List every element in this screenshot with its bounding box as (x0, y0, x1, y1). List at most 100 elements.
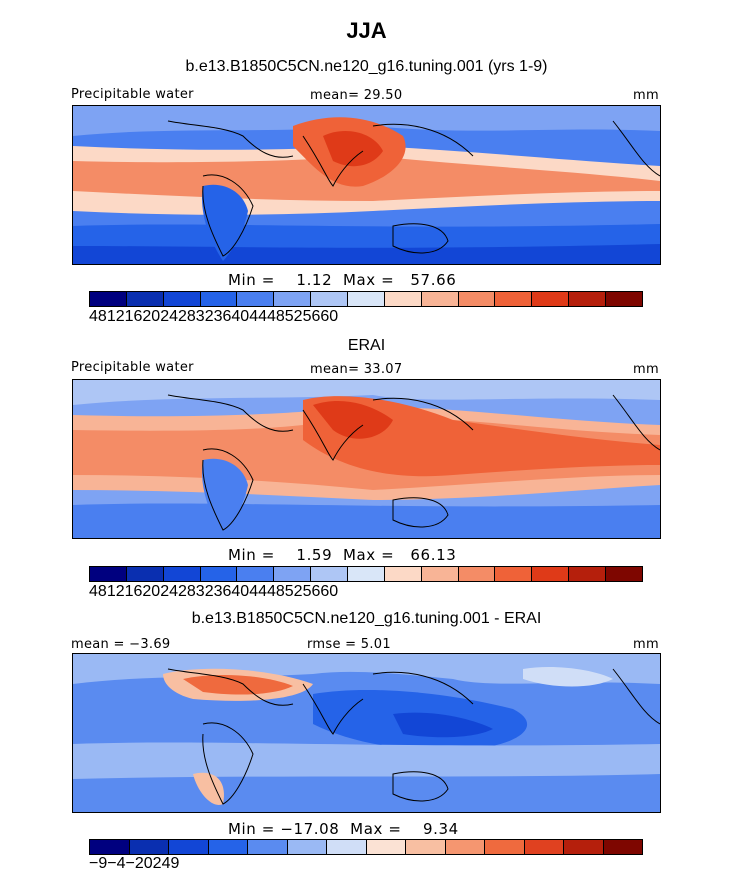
panel-2-colorbar-ticks: 4812162024283236404448525660 (89, 583, 641, 603)
colorbar-swatch (348, 292, 385, 306)
colorbar-swatch (200, 292, 238, 306)
colorbar-tick-label: 20 (142, 308, 161, 325)
colorbar-tick-label: 0 (143, 855, 153, 872)
colorbar-swatch (445, 840, 485, 854)
panel-3-rmse-label: rmse = 5.01 (307, 637, 391, 652)
panel-3-mean-label: mean = −3.69 (71, 637, 171, 652)
colorbar-swatch (274, 567, 312, 581)
colorbar-swatch (569, 567, 607, 581)
colorbar-swatch (311, 567, 349, 581)
colorbar-swatch (495, 567, 533, 581)
colorbar-tick-label: 60 (320, 308, 339, 325)
colorbar-swatch (169, 840, 209, 854)
colorbar-swatch (384, 292, 422, 306)
colorbar-swatch (163, 567, 201, 581)
colorbar-tick-label: −9 (89, 855, 108, 872)
panel-2-minmax: Min = 1.59 Max = 66.13 (228, 546, 457, 564)
colorbar-tick-label: 9 (170, 855, 180, 872)
colorbar-swatch (126, 567, 164, 581)
panel-1-colorbar-ticks: 4812162024283236404448525660 (89, 308, 641, 328)
colorbar-tick-label: 24 (160, 583, 178, 600)
colorbar-swatch (348, 567, 385, 581)
colorbar-swatch (366, 840, 406, 854)
colorbar-tick-label: 36 (213, 583, 232, 600)
colorbar-swatch (458, 567, 496, 581)
panel-2-colorbar (89, 566, 643, 582)
colorbar-swatch (606, 567, 642, 581)
colorbar-tick-label: −2 (125, 855, 144, 872)
colorbar-swatch (90, 567, 127, 581)
panel-1-colorbar (89, 291, 643, 307)
colorbar-swatch (406, 840, 446, 854)
colorbar-swatch (248, 840, 288, 854)
colorbar-tick-label: 32 (195, 583, 214, 600)
colorbar-tick-label: 20 (142, 583, 161, 600)
colorbar-swatch (532, 292, 570, 306)
colorbar-tick-label: 4 (89, 583, 98, 600)
colorbar-tick-label: 52 (284, 583, 303, 600)
colorbar-swatch (384, 567, 422, 581)
colorbar-tick-label: 44 (249, 308, 267, 325)
colorbar-swatch (327, 840, 367, 854)
colorbar-tick-label: 48 (266, 308, 285, 325)
figure-title: JJA (346, 18, 387, 43)
colorbar-swatch (126, 292, 164, 306)
colorbar-tick-label: 4 (161, 855, 171, 872)
colorbar-tick-label: 8 (97, 308, 107, 325)
panel-2-map (72, 379, 661, 539)
panel-2-variable-label: Precipitable water (71, 360, 194, 375)
colorbar-swatch (311, 292, 349, 306)
colorbar-swatch (495, 292, 533, 306)
panel-2-heading: ERAI (347, 337, 386, 354)
panel-1-minmax: Min = 1.12 Max = 57.66 (228, 271, 457, 289)
colorbar-swatch (564, 840, 604, 854)
colorbar-tick-label: 52 (284, 308, 303, 325)
colorbar-tick-label: 40 (231, 308, 250, 325)
panel-3-units-label: mm (633, 637, 659, 652)
colorbar-tick-label: 24 (160, 308, 178, 325)
colorbar-tick-label: 44 (249, 583, 267, 600)
colorbar-tick-label: 56 (302, 583, 321, 600)
colorbar-swatch (603, 840, 642, 854)
panel-1-map (72, 105, 661, 265)
colorbar-tick-label: 16 (124, 308, 143, 325)
colorbar-swatch (237, 292, 275, 306)
colorbar-tick-label: 40 (231, 583, 250, 600)
colorbar-tick-label: 48 (266, 583, 285, 600)
colorbar-tick-label: 12 (106, 583, 125, 600)
colorbar-tick-label: 2 (152, 855, 162, 872)
colorbar-swatch (524, 840, 564, 854)
colorbar-tick-label: 4 (89, 308, 98, 325)
colorbar-swatch (606, 292, 642, 306)
panel-3-minmax: Min = −17.08 Max = 9.34 (228, 820, 459, 838)
panel-1-heading: b.e13.B1850C5CN.ne120_g16.tuning.001 (yr… (185, 58, 548, 75)
colorbar-swatch (421, 567, 459, 581)
panel-1-variable-label: Precipitable water (71, 87, 194, 102)
colorbar-swatch (485, 840, 525, 854)
colorbar-tick-label: 12 (106, 308, 125, 325)
colorbar-swatch (208, 840, 248, 854)
panel-3-map (72, 653, 661, 813)
panel-2-mean-label: mean= 33.07 (310, 362, 403, 377)
panel-1-mean-label: mean= 29.50 (310, 88, 403, 103)
colorbar-swatch (90, 840, 130, 854)
colorbar-tick-label: 8 (97, 583, 107, 600)
panel-3-colorbar (89, 839, 643, 855)
colorbar-swatch (129, 840, 169, 854)
panel-3-heading: b.e13.B1850C5CN.ne120_g16.tuning.001 - E… (191, 610, 542, 627)
colorbar-swatch (274, 292, 312, 306)
colorbar-tick-label: 28 (178, 583, 196, 600)
colorbar-tick-label: 32 (195, 308, 214, 325)
panel-2-units-label: mm (633, 362, 659, 377)
colorbar-swatch (287, 840, 327, 854)
colorbar-tick-label: 28 (178, 308, 196, 325)
colorbar-swatch (163, 292, 201, 306)
colorbar-swatch (90, 292, 127, 306)
colorbar-swatch (421, 292, 459, 306)
colorbar-tick-label: 36 (213, 308, 232, 325)
panel-1-units-label: mm (633, 88, 659, 103)
colorbar-tick-label: 60 (320, 583, 339, 600)
colorbar-tick-label: 56 (302, 308, 321, 325)
panel-3-colorbar-ticks: −9−4−20249 (89, 855, 641, 875)
colorbar-tick-label: −4 (107, 855, 126, 872)
